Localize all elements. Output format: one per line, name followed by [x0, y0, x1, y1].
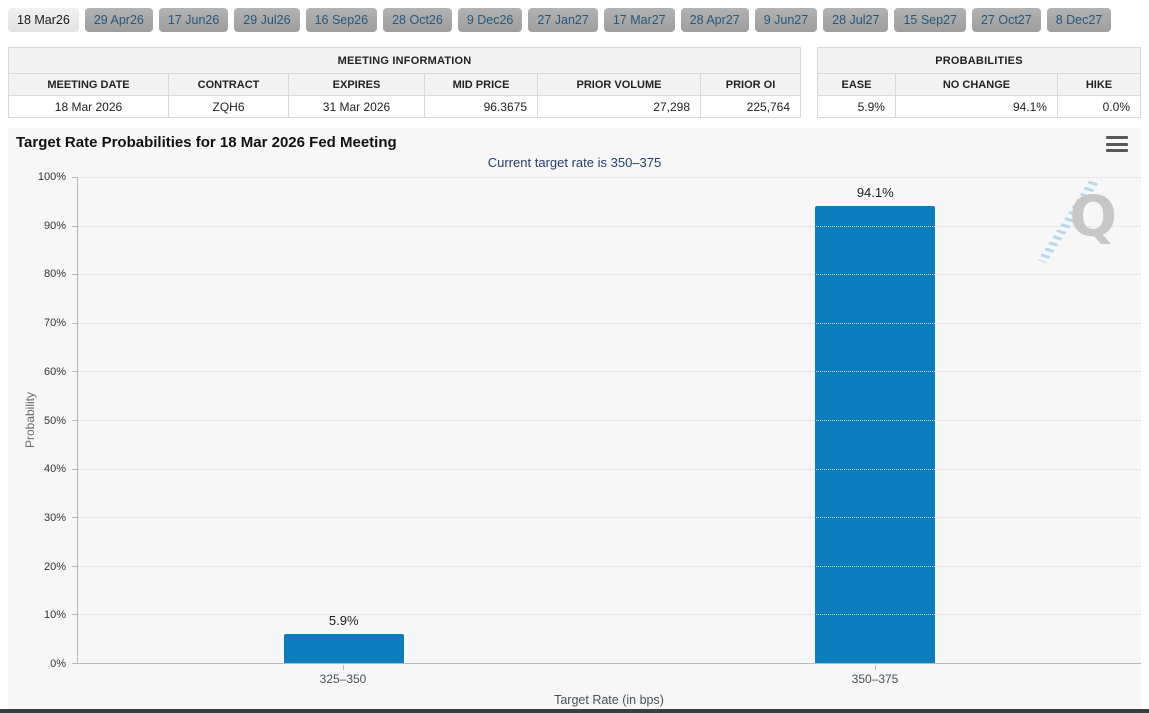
gridline [78, 274, 1141, 276]
meeting-tab[interactable]: 17 Jun26 [158, 8, 229, 32]
no-change-value: 94.1% [894, 95, 1058, 118]
meeting-tab[interactable]: 27 Jan27 [528, 8, 598, 32]
col-meeting-date: MEETING DATE [8, 73, 169, 96]
y-tick-mark [72, 371, 78, 373]
meeting-information-table: MEETING INFORMATION MEETING DATE CONTRAC… [7, 47, 802, 118]
info-tables: MEETING INFORMATION MEETING DATE CONTRAC… [7, 47, 1142, 118]
meeting-tab[interactable]: 29 Apr26 [84, 8, 153, 32]
meeting-tab[interactable]: 8 Dec27 [1046, 8, 1112, 32]
probabilities-row: 5.9% 94.1% 0.0% [816, 95, 1142, 118]
y-tick-label: 50% [43, 414, 66, 427]
col-prior-oi: PRIOR OI [699, 73, 802, 96]
meeting-information-title: MEETING INFORMATION [7, 47, 802, 74]
meeting-tab[interactable]: 9 Dec26 [457, 8, 523, 32]
mid-price-value: 96.3675 [424, 95, 538, 118]
bottom-dark-bar [0, 709, 1149, 713]
y-axis-labels: 100% 90% 80% 70% 60% 50% 40% 30% 20% 10% 0% [26, 171, 72, 670]
bar-350-375[interactable]: 94.1% [815, 185, 936, 663]
y-tick-mark [72, 420, 78, 421]
y-tick-mark [72, 274, 78, 276]
col-expires: EXPIRES [288, 73, 425, 96]
meeting-tab[interactable]: 18 Mar26 [8, 8, 79, 32]
y-tick-label: 70% [43, 317, 66, 330]
y-tick-mark [72, 177, 78, 178]
hike-value: 0.0% [1056, 95, 1142, 118]
y-tick-label: 30% [43, 511, 66, 524]
y-tick-label: 100% [37, 171, 66, 183]
meeting-tab[interactable]: 16 Sep26 [305, 8, 378, 32]
target-rate-chart: Target Rate Probabilities for 18 Mar 202… [8, 128, 1141, 709]
gridline [78, 177, 1141, 178]
col-ease: EASE [816, 73, 896, 96]
bar-325-350[interactable]: 5.9% [283, 613, 404, 663]
y-tick-mark [72, 663, 78, 664]
gridline [78, 468, 1141, 470]
x-axis-title: Target Rate (in bps) [554, 693, 664, 707]
meeting-tab[interactable]: 28 Oct26 [383, 8, 452, 32]
meeting-tab[interactable]: 28 Apr27 [680, 8, 749, 32]
gridline [78, 517, 1141, 519]
meeting-tab[interactable]: 28 Jul27 [823, 8, 889, 32]
y-tick-label: 40% [43, 463, 66, 476]
col-no-change: NO CHANGE [894, 73, 1058, 96]
col-mid-price: MID PRICE [424, 73, 538, 96]
meeting-tab-bar: 18 Mar26 29 Apr26 17 Jun26 29 Jul26 16 Sep26… [8, 8, 1141, 32]
gridline [78, 565, 1141, 567]
col-contract: CONTRACT [168, 73, 289, 96]
y-tick-mark [72, 225, 78, 227]
meeting-tab[interactable]: 29 Jul26 [234, 8, 300, 32]
x-category-325-350: 325–350 [319, 672, 367, 686]
bar-label-350-375: 94.1% [856, 184, 894, 200]
prior-oi-value: 225,764 [699, 95, 802, 118]
col-prior-volume: PRIOR VOLUME [537, 73, 701, 96]
col-hike: HIKE [1056, 73, 1142, 96]
y-tick-mark [72, 614, 78, 616]
gridline [78, 614, 1141, 616]
plot-area: 5.9% 94.1% [72, 177, 1141, 664]
y-tick-mark [72, 468, 78, 470]
meeting-tab[interactable]: 27 Oct27 [971, 8, 1041, 32]
probabilities-table: PROBABILITIES EASE NO CHANGE HIKE 5.9% 9… [816, 47, 1142, 118]
y-tick-label: 10% [43, 609, 66, 622]
gridline [78, 420, 1141, 421]
y-tick-mark [72, 517, 78, 519]
meeting-date-value: 18 Mar 2026 [8, 95, 169, 118]
chart-menu-hamburger-icon[interactable] [1106, 136, 1128, 152]
y-tick-label: 90% [43, 219, 66, 232]
gridline [78, 322, 1141, 324]
meeting-tab[interactable]: 17 Mar27 [603, 8, 675, 32]
meeting-tab[interactable]: 9 Jun27 [754, 8, 818, 32]
meeting-information-row: 18 Mar 2026 ZQH6 31 Mar 2026 96.3675 27,… [8, 95, 802, 118]
x-category-350-375: 350–375 [851, 672, 899, 686]
gridline [78, 225, 1141, 227]
y-tick-label: 60% [43, 365, 66, 378]
y-tick-label: 80% [43, 268, 66, 281]
y-tick-mark [72, 565, 78, 567]
probabilities-title: PROBABILITIES [816, 47, 1142, 74]
expires-value: 31 Mar 2026 [288, 95, 425, 118]
bar-label-325-350: 5.9% [328, 613, 359, 629]
chart-subtitle: Current target rate is 350–375 [487, 155, 662, 170]
x-tick-mark [875, 665, 876, 670]
y-tick-label: 0% [50, 658, 66, 670]
meeting-tab[interactable]: 15 Sep27 [894, 8, 966, 32]
contract-value: ZQH6 [168, 95, 289, 118]
y-tick-label: 20% [43, 560, 66, 573]
y-tick-mark [72, 322, 78, 324]
chart-title: Target Rate Probabilities for 18 Mar 202… [16, 134, 397, 151]
gridline [78, 371, 1141, 373]
x-tick-mark [343, 665, 344, 670]
ease-value: 5.9% [816, 95, 896, 118]
prior-volume-value: 27,298 [537, 95, 701, 118]
